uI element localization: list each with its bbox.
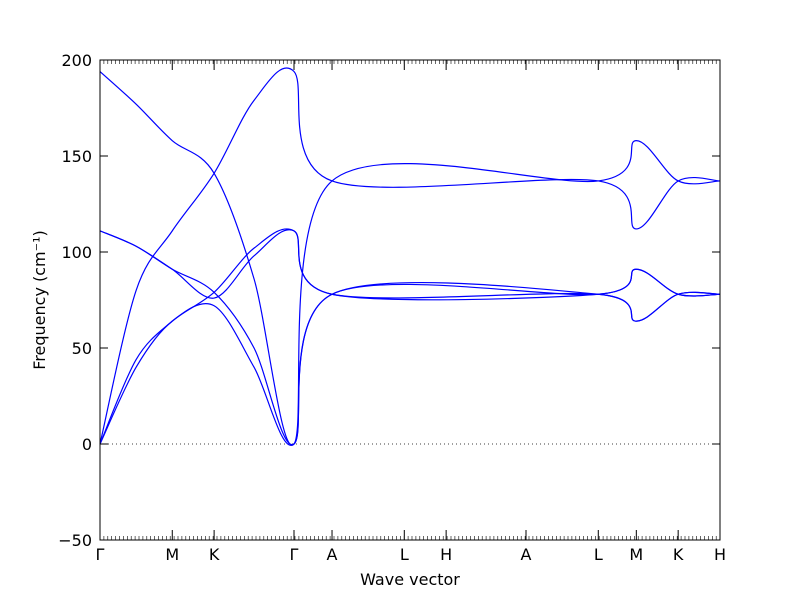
phonon-branch-1: [99, 71, 721, 446]
x-tick-label: L: [594, 545, 603, 564]
plot-frame: [99, 59, 721, 541]
y-tick-label: 200: [61, 51, 92, 70]
y-axis-title: Frequency (cm⁻¹): [30, 230, 49, 369]
phonon-branch-2: [99, 67, 721, 445]
x-tick-label: K: [209, 545, 220, 564]
y-tick-label: −50: [58, 531, 92, 550]
x-tick-label: A: [327, 545, 338, 564]
minor-ticks: [99, 60, 717, 540]
y-tick-label: 0: [82, 435, 92, 454]
x-tick-label: Γ: [290, 545, 299, 564]
x-axis-title: Wave vector: [360, 570, 460, 589]
x-tick-label: A: [521, 545, 532, 564]
phonon-branch-6: [99, 229, 721, 301]
x-tick-label: L: [400, 545, 409, 564]
y-axis-ticks: −50 0 50 100 150 200: [58, 51, 720, 550]
y-tick-label: 100: [61, 243, 92, 262]
x-tick-label: Γ: [96, 545, 105, 564]
y-tick-label: 50: [72, 339, 92, 358]
x-tick-label: M: [165, 545, 179, 564]
phonon-branch-5: [99, 281, 721, 446]
series-group: [99, 67, 721, 446]
x-tick-label: K: [673, 545, 684, 564]
x-tick-label: M: [629, 545, 643, 564]
y-tick-label: 150: [61, 147, 92, 166]
x-tick-label: H: [714, 545, 726, 564]
x-tick-label: H: [440, 545, 452, 564]
